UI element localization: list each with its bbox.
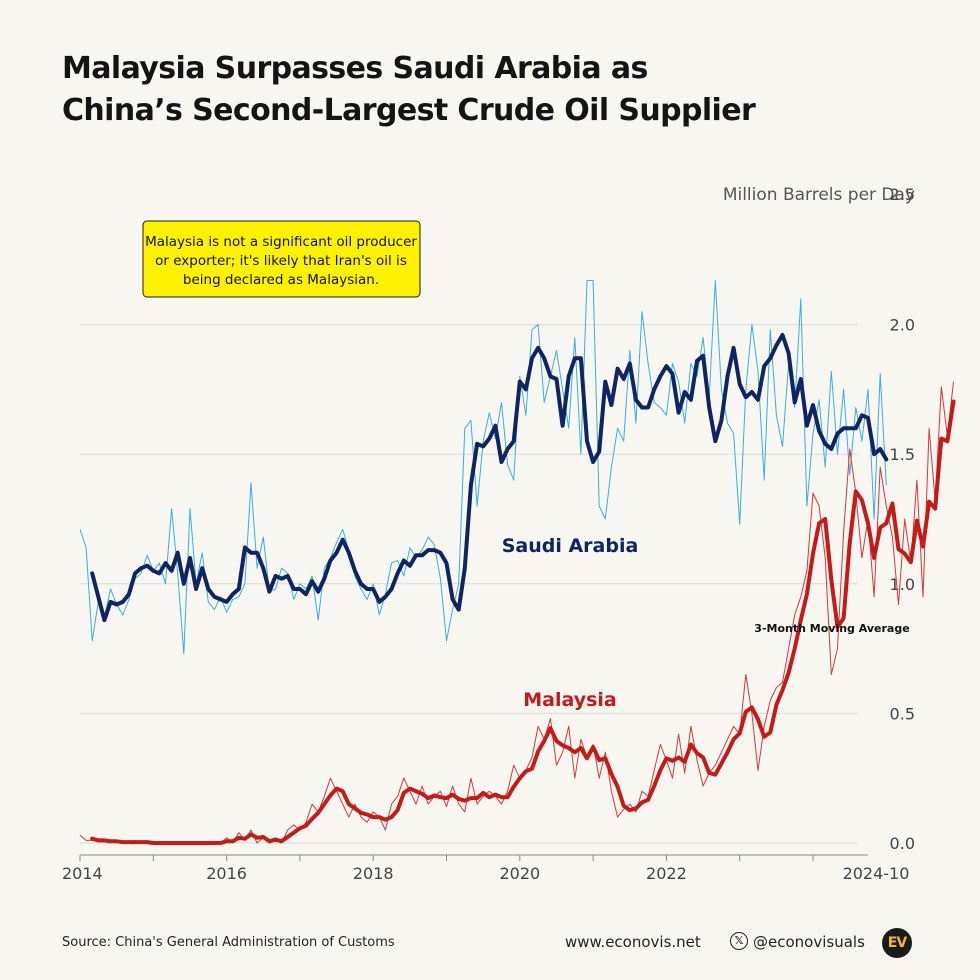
x-tick-label: 2016 <box>206 864 247 883</box>
annotation-background <box>142 220 421 298</box>
y-axis-label: Million Barrels per Day <box>723 185 915 205</box>
monthly-line-saudi-arabia <box>79 280 887 655</box>
y-tick-label: 2.5 <box>890 185 915 204</box>
x-tick-labels: 2014 2016 2018 2020 2022 2024-10 <box>62 854 910 883</box>
chart-title-line1: Malaysia Surpasses Saudi Arabia as <box>62 51 648 86</box>
annotation-line2: or exporter; it's likely that Iran's oil… <box>155 253 407 269</box>
series-label-saudi-arabia: Saudi Arabia <box>502 535 639 557</box>
y-tick-label: 1.0 <box>890 575 915 594</box>
y-tick-labels: 0.0 0.5 1.0 1.5 2.0 2.5 <box>890 185 915 853</box>
x-tick-label: 2020 <box>499 864 540 883</box>
x-tick-label: 2018 <box>353 864 394 883</box>
y-tick-label: 1.5 <box>890 445 915 464</box>
monthly-line-malaysia <box>79 381 954 844</box>
social-handle[interactable]: @econovisuals <box>753 933 865 951</box>
series-label-malaysia: Malaysia <box>523 689 617 711</box>
x-logo-icon: 𝕏 <box>730 932 748 950</box>
moving-average-line-malaysia <box>90 399 956 845</box>
moving-average-label: 3-Month Moving Average <box>754 622 909 635</box>
chart-title-line2: China’s Second-Largest Crude Oil Supplie… <box>62 93 756 128</box>
y-tick-label: 0.0 <box>890 834 915 853</box>
moving-average-line-saudi-arabia <box>90 333 889 623</box>
annotation-line1: Malaysia is not a significant oil produc… <box>145 234 417 250</box>
x-tick-label: 2024-10 <box>843 864 910 883</box>
annotation-line3: being declared as Malaysian. <box>183 272 379 288</box>
y-tick-label: 0.5 <box>890 704 915 723</box>
x-tick-label: 2014 <box>62 864 103 883</box>
chart-title: Malaysia Surpasses Saudi Arabia as China… <box>62 48 756 132</box>
data-lines <box>79 280 956 845</box>
x-tick-label: 2022 <box>646 864 687 883</box>
y-tick-label: 2.0 <box>890 316 915 335</box>
website-link[interactable]: www.econovis.net <box>565 933 701 951</box>
source-text: Source: China's General Administration o… <box>62 935 395 950</box>
brand-logo: EV <box>882 928 912 958</box>
annotation-box: Malaysia is not a significant oil produc… <box>142 220 421 298</box>
